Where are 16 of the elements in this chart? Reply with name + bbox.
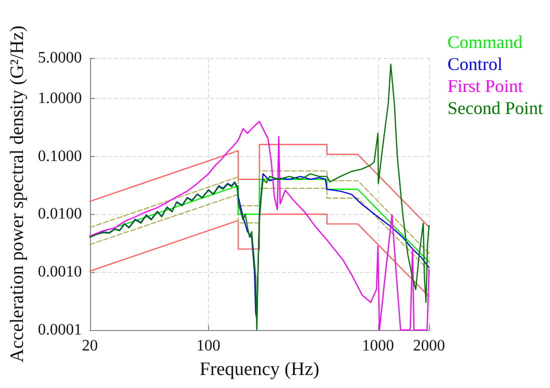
- y-axis-title: Acceleration power spectral density (G²/Hz): [7, 26, 28, 362]
- text: Command: [448, 32, 522, 52]
- y-tick-label: 0.1000: [38, 148, 82, 165]
- y-tick-label: 0.0001: [38, 322, 82, 338]
- text: Control: [448, 54, 503, 74]
- y-tick-label: 1.0000: [38, 90, 82, 107]
- x-tick-label: 2000: [413, 338, 445, 354]
- text: First Point: [448, 76, 524, 96]
- y-tick-label: 0.0010: [38, 264, 82, 281]
- y-tick-label: 0.0100: [38, 206, 82, 223]
- x-tick-label: 20: [82, 338, 98, 354]
- x-tick-label: 100: [196, 338, 220, 354]
- x-axis-title: Frequency (Hz): [200, 359, 320, 380]
- text: Second Point: [448, 98, 544, 118]
- x-tick-label: 1000: [362, 338, 394, 354]
- y-tick-label: 5.0000: [38, 50, 82, 66]
